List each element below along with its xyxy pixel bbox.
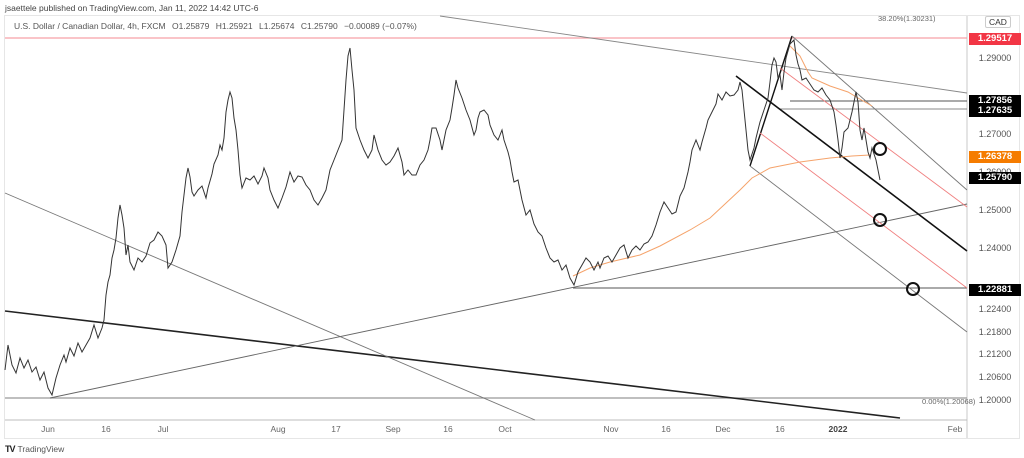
price-tick-1-29000: 1.29000 <box>978 53 1012 63</box>
pitchfork-handle[interactable] <box>749 35 793 167</box>
price-tick-1-24000: 1.24000 <box>978 243 1012 253</box>
long-descending-trendline[interactable] <box>4 310 901 419</box>
price-tick-1-20600: 1.20600 <box>978 372 1012 382</box>
price-tick-1-22400: 1.22400 <box>978 304 1012 314</box>
moving-average-short <box>789 45 873 107</box>
channel-upper-line[interactable] <box>791 35 968 191</box>
time-tick-nov: Nov <box>603 424 619 434</box>
time-tick-aug: Aug <box>270 424 286 434</box>
time-tick-oct: Oct <box>498 424 512 434</box>
time-tick-nov-16: 16 <box>661 424 671 434</box>
tradingview-logo-text: TradingView <box>17 444 65 454</box>
time-tick-sep-16: 16 <box>443 424 453 434</box>
ohlc-close: C1.25790 <box>300 21 338 31</box>
ohlc-open: O1.25879 <box>172 21 210 31</box>
channel-median-line[interactable] <box>735 75 968 252</box>
tradingview-logo-icon: TV <box>5 444 15 454</box>
fib-label-bottom: 0.00%(1.20068) <box>922 397 976 406</box>
time-tick-feb: Feb <box>947 424 963 434</box>
time-tick-aug-17: 17 <box>331 424 341 434</box>
fib-label-top: 38.20%(1.30231) <box>878 14 936 23</box>
symbol-legend: U.S. Dollar / Canadian Dollar, 4h, FXCM … <box>12 20 423 32</box>
price-tag-level-1: 1.27856 <box>969 95 1021 107</box>
time-tick-sep: Sep <box>385 424 401 434</box>
price-tag-moving-average: 1.26378 <box>969 151 1021 163</box>
price-change: −0.00089 (−0.07%) <box>344 21 417 31</box>
descending-resistance-trendline[interactable] <box>439 15 968 94</box>
price-tick-1-27000: 1.27000 <box>978 129 1012 139</box>
channel-red-line-2[interactable] <box>759 132 968 289</box>
chart-frame <box>4 15 1020 439</box>
channel-lower-line[interactable] <box>749 165 968 333</box>
time-tick-dec-16: 16 <box>775 424 785 434</box>
price-tick-1-21800: 1.21800 <box>978 327 1012 337</box>
time-tick-jul: Jul <box>157 424 169 434</box>
moving-average-long <box>572 154 871 277</box>
target-circle-3[interactable] <box>906 282 920 296</box>
price-tag-support: 1.22881 <box>969 284 1021 296</box>
time-tick-dec: Dec <box>715 424 731 434</box>
target-circle-1[interactable] <box>873 142 887 156</box>
price-tick-1-20000: 1.20000 <box>978 395 1012 405</box>
symbol-name: U.S. Dollar / Canadian Dollar, 4h, FXCM <box>14 21 166 31</box>
time-tick-jun: Jun <box>41 424 55 434</box>
ohlc-high: H1.25921 <box>215 21 253 31</box>
price-tag-red-level: 1.29517 <box>969 33 1021 45</box>
ohlc-low: L1.25674 <box>259 21 295 31</box>
price-tag-last-price: 1.25790 <box>969 172 1021 184</box>
tradingview-logo[interactable]: TV TradingView <box>5 444 64 454</box>
price-tick-1-25000: 1.25000 <box>978 205 1012 215</box>
price-tag-level-2: 1.27635 <box>969 105 1021 117</box>
price-tick-1-21200: 1.21200 <box>978 349 1012 359</box>
price-series[interactable] <box>4 38 881 397</box>
descending-trendline-2[interactable] <box>4 192 536 421</box>
time-tick-jun-16: 16 <box>101 424 111 434</box>
target-circle-2[interactable] <box>873 213 887 227</box>
currency-badge[interactable]: CAD <box>985 16 1011 28</box>
publisher-line: jsaettele published on TradingView.com, … <box>5 3 259 13</box>
ascending-trendline[interactable] <box>49 203 968 399</box>
time-tick-2022: 2022 <box>828 424 848 434</box>
channel-red-line-1[interactable] <box>779 67 968 208</box>
